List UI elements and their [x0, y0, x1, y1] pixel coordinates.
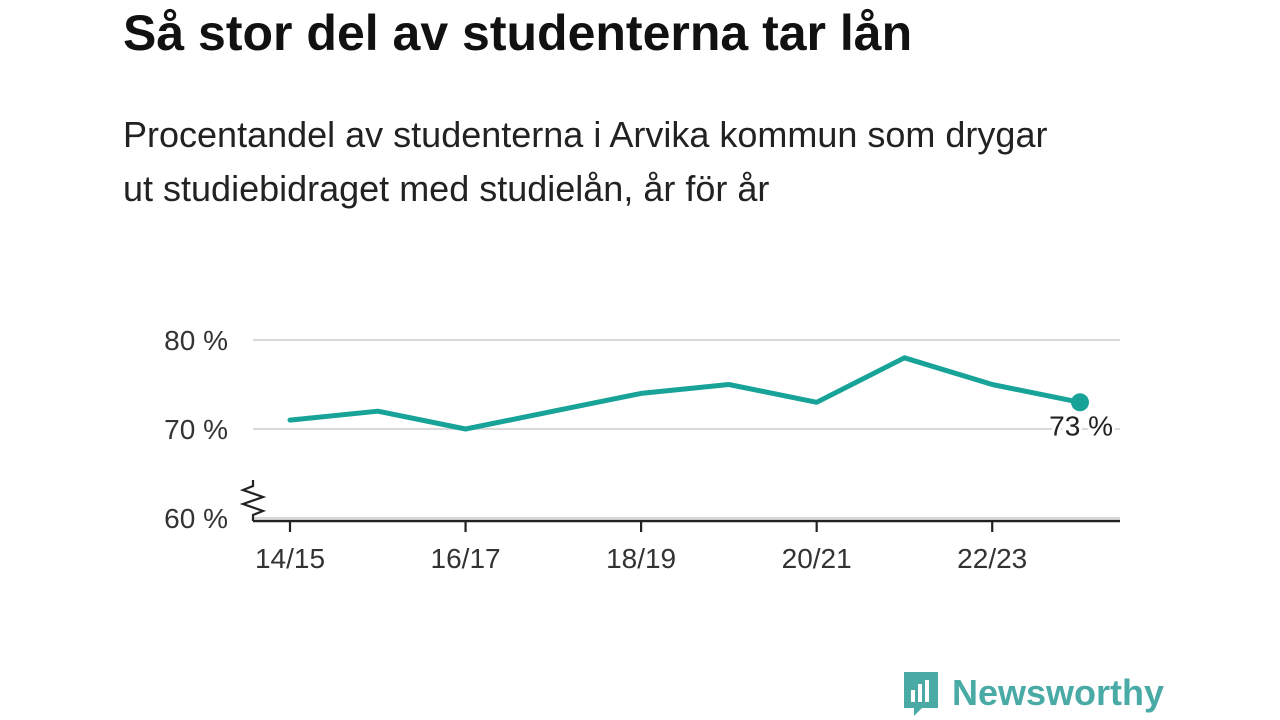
y-tick-label: 80 %: [164, 325, 228, 356]
x-tick-label: 14/15: [255, 543, 325, 574]
line-chart: 60 % 70 % 80 % 14/15 16/17 18/19 20/21 22/23 73 …: [164, 325, 1120, 574]
brand-name: Newsworthy: [952, 672, 1165, 713]
x-tick-label: 22/23: [957, 543, 1027, 574]
x-tick-label: 16/17: [431, 543, 501, 574]
chart-subtitle: Procentandel av studenterna i Arvika kom…: [123, 114, 1048, 209]
chart-title: Så stor del av studenterna tar lån: [123, 5, 913, 61]
axis-break-icon: [239, 480, 267, 521]
series-line: [287, 355, 1083, 432]
end-point: [1071, 393, 1089, 412]
end-value-label: 73 %: [1049, 410, 1113, 441]
brand-logo: Newsworthy: [900, 668, 1164, 718]
newsworthy-logo-icon: [904, 672, 938, 716]
x-tick-label: 20/21: [782, 543, 852, 574]
y-tick-label: 70 %: [164, 414, 228, 445]
y-tick-label: 60 %: [164, 503, 228, 534]
x-tick-label: 18/19: [606, 543, 676, 574]
